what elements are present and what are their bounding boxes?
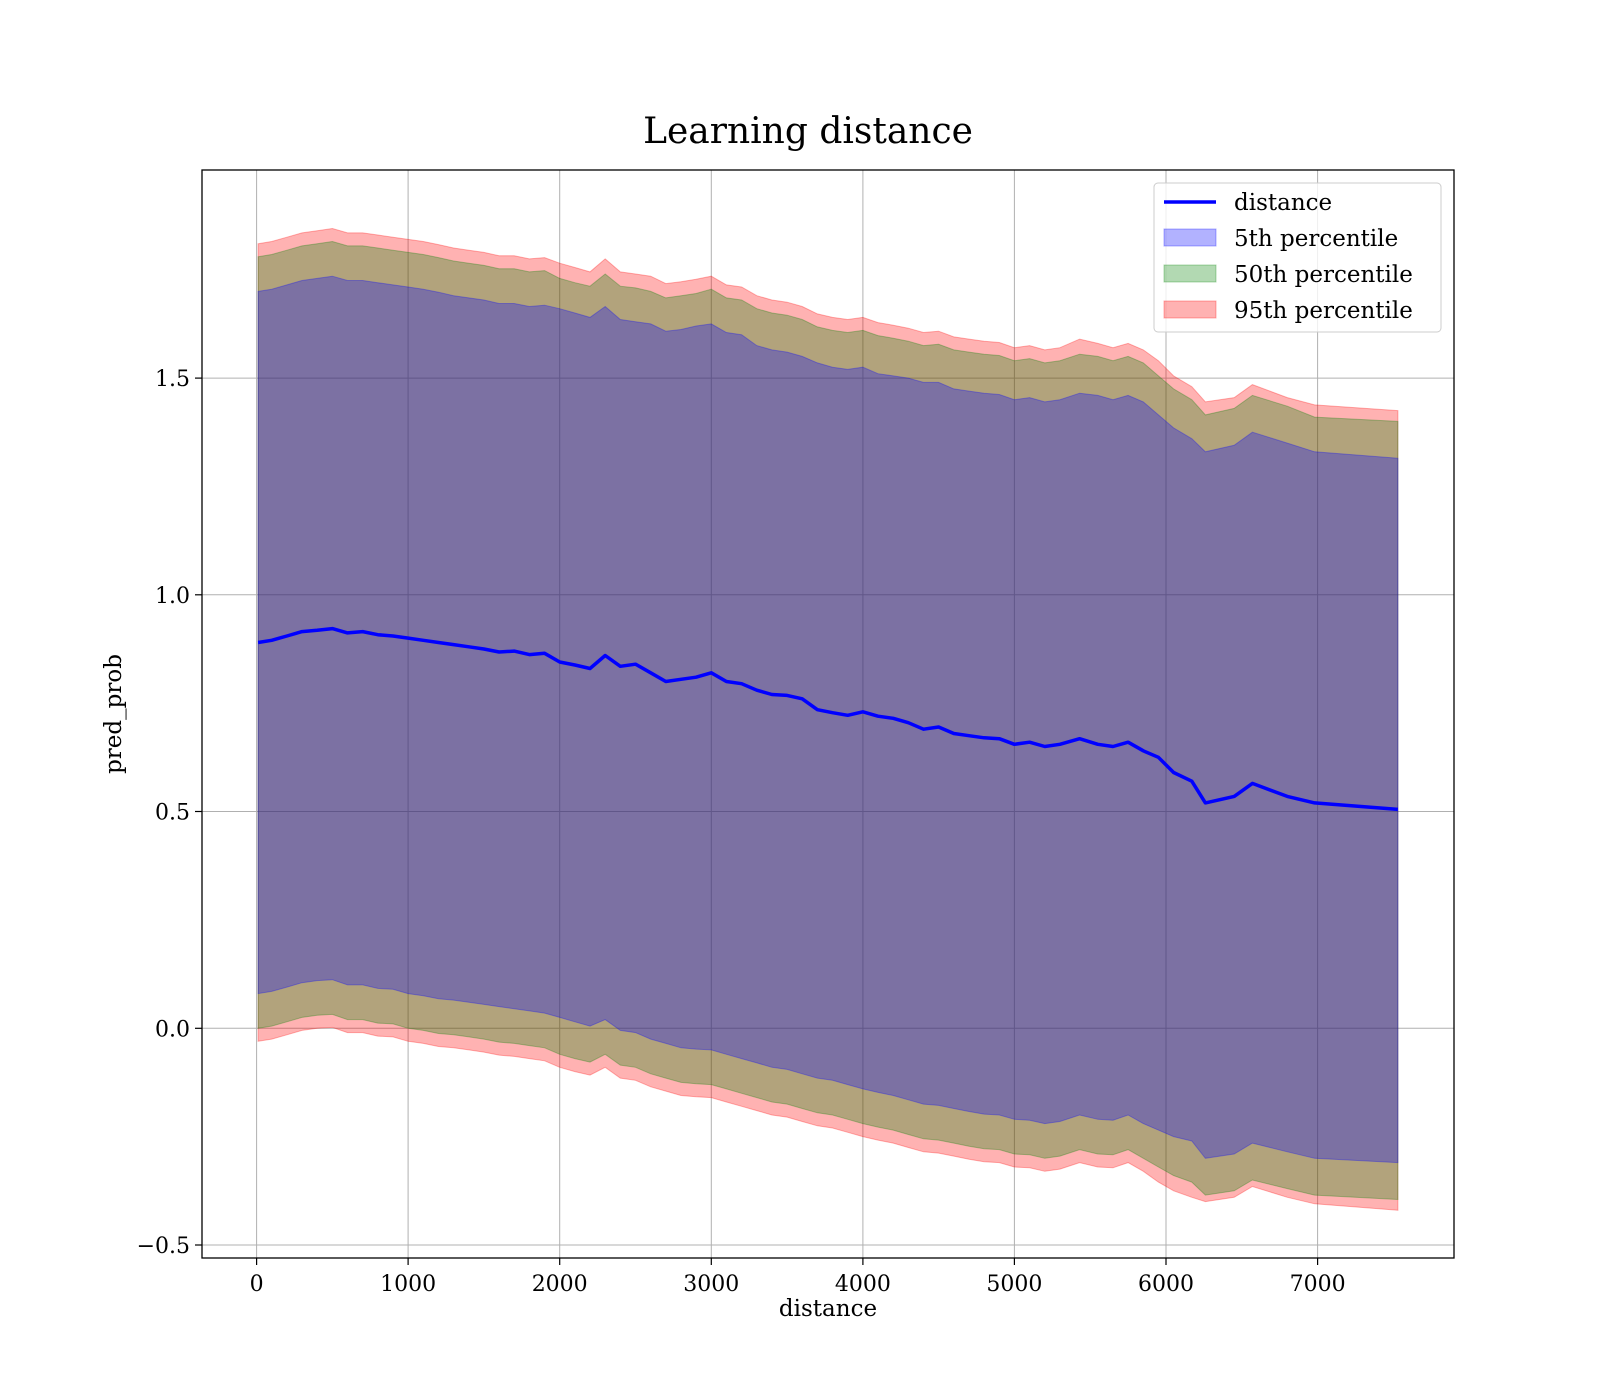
legend-label-5th-percentile: 5th percentile	[1234, 226, 1398, 252]
x-tick-label: 5000	[986, 1272, 1042, 1297]
y-axis-ticks: −0.5 0.0 0.5 1.0 1.5	[137, 367, 202, 1259]
x-axis-ticks: 0 1000 2000 3000 4000 5000 6000 7000	[250, 1258, 1346, 1297]
grid-lines	[202, 170, 1454, 1258]
legend-label-95th-percentile: 95th percentile	[1234, 298, 1413, 324]
percentile-bands	[257, 227, 1399, 1211]
band-95th-percentile	[257, 227, 1399, 1211]
legend-box	[1153, 182, 1442, 333]
x-tick-label: 3000	[683, 1272, 739, 1297]
legend: distance 5th percentile 50th percentile …	[1153, 182, 1442, 333]
x-tick-label: 6000	[1138, 1272, 1194, 1297]
band-50th-percentile	[257, 240, 1399, 1201]
plot-area-frame	[201, 169, 1455, 1259]
legend-swatch-95th-percentile	[1163, 300, 1217, 319]
x-tick-label: 4000	[835, 1272, 891, 1297]
y-tick-label: 0.5	[155, 801, 190, 826]
chart-title: Learning distance	[643, 111, 973, 152]
x-tick-label: 2000	[532, 1272, 588, 1297]
band-5th-percentile	[257, 275, 1399, 1164]
legend-label-distance: distance	[1234, 190, 1332, 216]
y-tick-label: 0.0	[155, 1017, 190, 1042]
series-line-distance	[257, 626, 1399, 812]
y-tick-label: 1.5	[155, 367, 190, 392]
y-tick-label: −0.5	[137, 1234, 190, 1259]
legend-label-50th-percentile: 50th percentile	[1234, 262, 1413, 288]
series-lines	[257, 626, 1399, 812]
x-axis-label: distance	[779, 1296, 877, 1322]
x-tick-label: 0	[250, 1272, 264, 1297]
legend-swatch-5th-percentile	[1163, 228, 1217, 247]
x-tick-label: 1000	[380, 1272, 436, 1297]
y-tick-label: 1.0	[155, 584, 190, 609]
legend-swatch-50th-percentile	[1163, 264, 1217, 283]
x-tick-label: 7000	[1290, 1272, 1346, 1297]
y-axis-label: pred_prob	[101, 654, 127, 774]
